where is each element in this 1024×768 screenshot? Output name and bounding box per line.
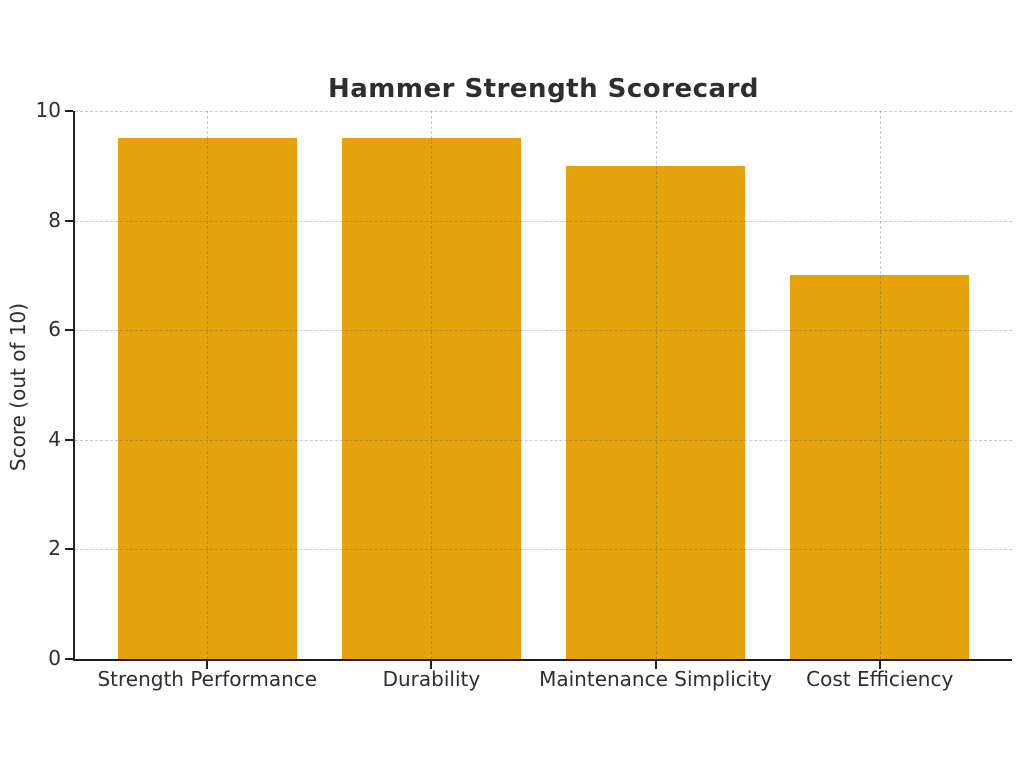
x-tick-label: Maintenance Simplicity (539, 667, 773, 691)
x-tick (654, 661, 657, 669)
ticks-layer: 0 2 4 6 8 10 Strength Performance Durability Mai… (36, 98, 1012, 691)
x-tick (430, 661, 433, 669)
y-axis-label: Score (out of 10) (6, 302, 30, 472)
bottom-spine (73, 659, 1012, 661)
bars-layer (75, 111, 1012, 659)
x-tick-label: Cost Efficiency (806, 667, 954, 691)
y-tick-label: 8 (48, 207, 61, 232)
x-tick-label: Strength Performance (97, 667, 318, 691)
x-tick (878, 661, 881, 669)
x-tick (206, 661, 209, 669)
y-tick-label: 4 (48, 426, 61, 451)
y-tick (65, 658, 73, 660)
y-tick-label: 2 (48, 536, 61, 561)
y-tick-label: 6 (48, 317, 61, 342)
plot-area: 0 2 4 6 8 10 Strength Performance Durability Mai… (36, 98, 1012, 691)
left-spine (73, 111, 75, 661)
y-tick (65, 219, 73, 222)
y-tick-label: 10 (35, 98, 61, 122)
y-tick (65, 548, 73, 551)
y-tick-label: 0 (48, 646, 61, 670)
bar (341, 138, 522, 659)
bar (790, 275, 970, 659)
y-tick (65, 329, 73, 332)
y-tick (65, 110, 73, 112)
chart-title: Hammer Strength Scorecard (327, 74, 760, 104)
x-tick-label: Durability (382, 667, 481, 691)
y-tick (65, 438, 73, 441)
bar (117, 138, 297, 659)
bar (565, 165, 746, 659)
